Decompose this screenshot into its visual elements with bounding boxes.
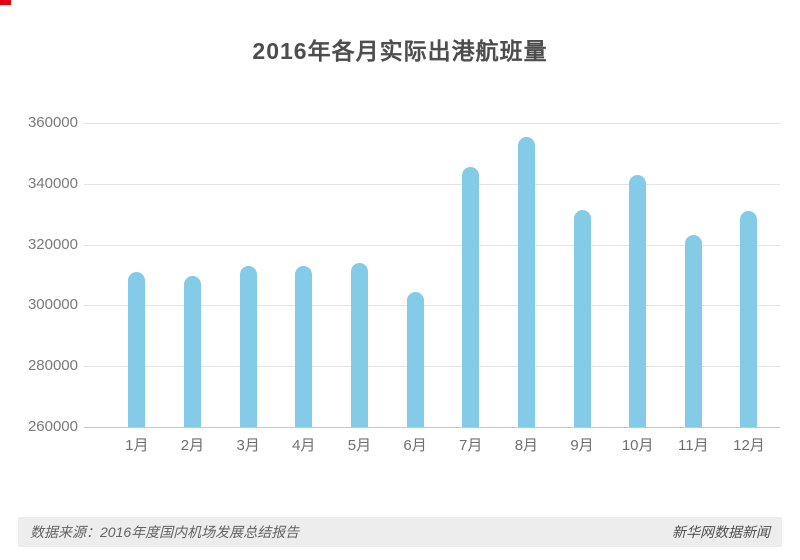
chart-title: 2016年各月实际出港航班量 — [252, 38, 548, 64]
bar-month-8 — [517, 136, 535, 427]
bar-month-11 — [684, 234, 702, 427]
x-axis-label-9月: 9月 — [570, 437, 594, 454]
y-axis-tick-label: 260000 — [27, 418, 78, 435]
bar-month-6 — [406, 292, 424, 427]
y-axis-tick-label: 300000 — [27, 296, 78, 314]
x-axis-label-10月: 10月 — [621, 437, 654, 454]
y-axis-tick-label: 280000 — [27, 357, 78, 375]
data-source-text: 数据来源：2016年度国内机场发展总结报告 — [30, 524, 300, 540]
x-axis-label-1月: 1月 — [125, 437, 149, 454]
gridline — [84, 305, 780, 307]
y-axis-tick-label: 360000 — [27, 114, 78, 131]
bar-month-1 — [128, 271, 146, 427]
bar-month-12 — [740, 211, 758, 427]
bar-month-7 — [462, 167, 480, 427]
x-axis-label-4月: 4月 — [292, 437, 316, 454]
bar-month-2 — [183, 275, 201, 427]
x-axis-label-11月: 11月 — [678, 437, 709, 454]
bar-month-9 — [573, 210, 591, 427]
footer-bar: 数据来源：2016年度国内机场发展总结报告 新华网数据新闻 — [18, 517, 782, 547]
bar-month-10 — [629, 174, 647, 427]
bar-month-5 — [350, 263, 368, 427]
x-axis-label-3月: 3月 — [236, 437, 260, 454]
y-axis-tick-label: 340000 — [27, 174, 78, 192]
x-axis-label-6月: 6月 — [403, 437, 427, 454]
bar-month-4 — [295, 266, 313, 427]
gridline — [84, 183, 780, 185]
x-axis-label-2月: 2月 — [180, 437, 205, 454]
gridline — [84, 123, 780, 124]
gridline — [84, 244, 780, 246]
y-axis-tick-label: 320000 — [27, 235, 78, 253]
gridline — [84, 366, 780, 368]
red-accent-mark — [0, 0, 11, 5]
x-axis-label-12月: 12月 — [733, 437, 765, 454]
x-axis-label-5月: 5月 — [347, 437, 372, 454]
bar-chart: 260000 280000 300000 320000 340000 360000 1月 2月… — [27, 114, 780, 454]
x-axis-line — [84, 427, 780, 428]
x-axis-label-7月: 7月 — [459, 437, 483, 454]
bar-month-3 — [239, 265, 257, 427]
publisher-text: 新华网数据新闻 — [672, 524, 770, 540]
x-axis-label-8月: 8月 — [514, 437, 539, 454]
